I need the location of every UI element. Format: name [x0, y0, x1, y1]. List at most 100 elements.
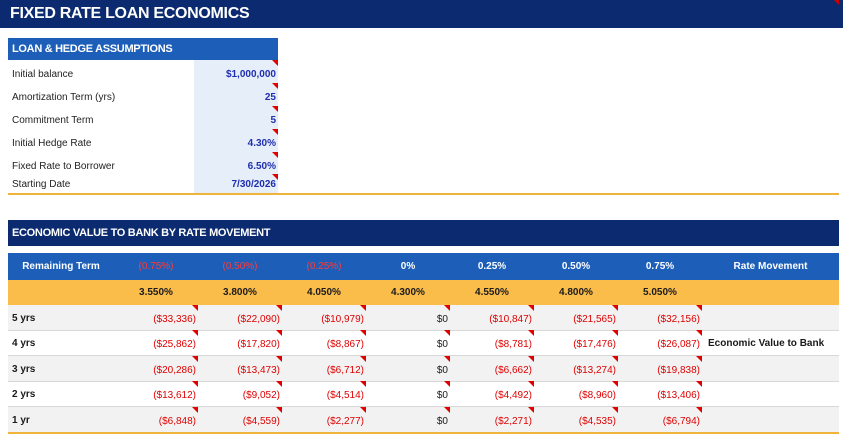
economic-value: $0 [436, 339, 448, 351]
table-cell[interactable]: ($6,662) [450, 355, 534, 381]
rate-cell: 4.800% [559, 287, 593, 298]
rate-movement-label: Rate Movement [733, 260, 808, 272]
table-cell[interactable]: ($9,052) [198, 381, 282, 406]
table-cell[interactable]: ($4,492) [450, 381, 534, 406]
comment-indicator-icon [444, 406, 450, 413]
table-cell[interactable]: ($33,336) [114, 305, 198, 330]
table-cell[interactable]: ($32,156) [618, 305, 702, 330]
comment-indicator-icon [192, 381, 198, 388]
comment-indicator-icon [696, 406, 702, 413]
assumption-input-fixed-rate[interactable]: 6.50% [194, 152, 278, 175]
table-cell[interactable]: ($10,847) [450, 305, 534, 330]
comment-indicator-icon [192, 330, 198, 337]
comment-indicator-icon [444, 355, 450, 362]
table-cell[interactable]: ($13,612) [114, 381, 198, 406]
table-cell[interactable]: $0 [366, 381, 450, 406]
table-cell[interactable]: ($4,535) [534, 406, 618, 432]
economic-value: ($10,979) [321, 314, 364, 325]
economic-value: ($2,271) [494, 415, 532, 427]
row-term-label: 5 yrs [12, 313, 36, 324]
table-cell[interactable]: ($8,960) [534, 381, 618, 406]
economic-value-label: Economic Value to Bank [708, 338, 825, 349]
table-cell[interactable]: ($6,794) [618, 406, 702, 432]
comment-indicator-icon [272, 174, 278, 180]
table-cell[interactable]: ($22,090) [198, 305, 282, 330]
table-row: 5 yrs ($33,336) ($22,090) ($10,979) $0 ($10,8… [8, 305, 839, 331]
assumption-value: 6.50% [247, 161, 276, 172]
table-cell[interactable]: ($2,277) [282, 406, 366, 432]
table-cell[interactable]: ($20,286) [114, 355, 198, 381]
page-title: FIXED RATE LOAN ECONOMICS [10, 5, 250, 22]
assumption-input-initial-balance[interactable]: $1,000,000 [194, 60, 278, 83]
table-cell[interactable]: ($13,473) [198, 355, 282, 381]
economic-value-header: ECONOMIC VALUE TO BANK BY RATE MOVEMENT [8, 220, 839, 246]
table-cell[interactable]: ($17,820) [198, 330, 282, 355]
rate-movement-header: (0.25%) [306, 260, 342, 272]
rate-cell: 4.300% [391, 287, 425, 298]
table-cell[interactable]: ($8,867) [282, 330, 366, 355]
table-cell[interactable]: ($19,838) [618, 355, 702, 381]
table-cell[interactable]: ($25,862) [114, 330, 198, 355]
table-cell[interactable]: ($2,271) [450, 406, 534, 432]
economic-value: ($4,514) [326, 390, 364, 402]
table-cell[interactable]: ($8,781) [450, 330, 534, 355]
comment-indicator-icon [612, 330, 618, 337]
economic-value: ($8,781) [494, 339, 532, 351]
comment-indicator-icon [360, 305, 366, 311]
table-cell[interactable]: ($13,406) [618, 381, 702, 406]
table-cell[interactable]: ($4,514) [282, 381, 366, 406]
table-cell[interactable]: ($26,087) [618, 330, 702, 355]
assumption-row-initial-hedge-rate: Initial Hedge Rate 4.30% [8, 129, 278, 152]
comment-indicator-icon [272, 152, 278, 158]
row-term-label: 2 yrs [12, 389, 36, 401]
rate-cell: 4.550% [475, 287, 509, 298]
assumption-input-amortization-term[interactable]: 25 [194, 83, 278, 106]
title-bar [0, 0, 843, 28]
economic-value: ($6,794) [662, 415, 700, 427]
divider [8, 193, 839, 195]
assumption-row-commitment-term: Commitment Term 5 [8, 106, 278, 129]
table-cell[interactable]: $0 [366, 330, 450, 355]
table-cell[interactable]: ($10,979) [282, 305, 366, 330]
table-cell[interactable]: ($13,274) [534, 355, 618, 381]
comment-indicator-icon [272, 106, 278, 112]
column-header-row: Remaining Term (0.75%) (0.50%) (0.25%) 0… [8, 253, 839, 280]
comment-indicator-icon [528, 355, 534, 362]
table-cell[interactable]: ($6,712) [282, 355, 366, 381]
economic-value: ($4,492) [494, 390, 532, 402]
table-cell[interactable]: ($4,559) [198, 406, 282, 432]
table-cell[interactable]: ($17,476) [534, 330, 618, 355]
assumption-label: Amortization Term (yrs) [12, 92, 116, 103]
assumption-input-commitment-term[interactable]: 5 [194, 106, 278, 129]
comment-indicator-icon [696, 305, 702, 311]
table-cell[interactable]: ($21,565) [534, 305, 618, 330]
rate-movement-header: 0.50% [561, 260, 591, 272]
assumption-value: 4.30% [247, 138, 276, 149]
table-cell[interactable]: $0 [366, 406, 450, 432]
comment-indicator-icon [360, 381, 366, 388]
economic-value: ($6,848) [158, 415, 196, 427]
assumptions-header: LOAN & HEDGE ASSUMPTIONS [8, 38, 278, 60]
economic-value: ($25,862) [153, 339, 196, 351]
comment-indicator-icon [272, 83, 278, 89]
assumption-row-amortization-term: Amortization Term (yrs) 25 [8, 83, 278, 106]
rate-row: 3.550% 3.800% 4.050% 4.300% 4.550% 4.800… [8, 280, 839, 305]
divider [8, 432, 839, 434]
rate-movement-header: 0% [400, 260, 416, 272]
economic-value: ($6,662) [494, 364, 532, 376]
economic-value: ($13,274) [573, 364, 616, 376]
assumption-input-initial-hedge-rate[interactable]: 4.30% [194, 129, 278, 152]
remaining-term-header: Remaining Term [22, 260, 100, 272]
economic-value: ($26,087) [657, 339, 700, 351]
comment-indicator-icon [276, 381, 282, 388]
table-cell[interactable]: $0 [366, 305, 450, 330]
comment-indicator-icon [696, 355, 702, 362]
table-cell[interactable]: $0 [366, 355, 450, 381]
assumption-value: 7/30/2026 [231, 179, 277, 190]
table-cell[interactable]: ($6,848) [114, 406, 198, 432]
assumption-input-starting-date[interactable]: 7/30/2026 [194, 174, 278, 193]
assumptions-header-label: LOAN & HEDGE ASSUMPTIONS [12, 43, 173, 55]
comment-indicator-icon [192, 355, 198, 362]
economic-value: ($13,612) [153, 390, 196, 402]
comment-indicator-icon [192, 406, 198, 413]
